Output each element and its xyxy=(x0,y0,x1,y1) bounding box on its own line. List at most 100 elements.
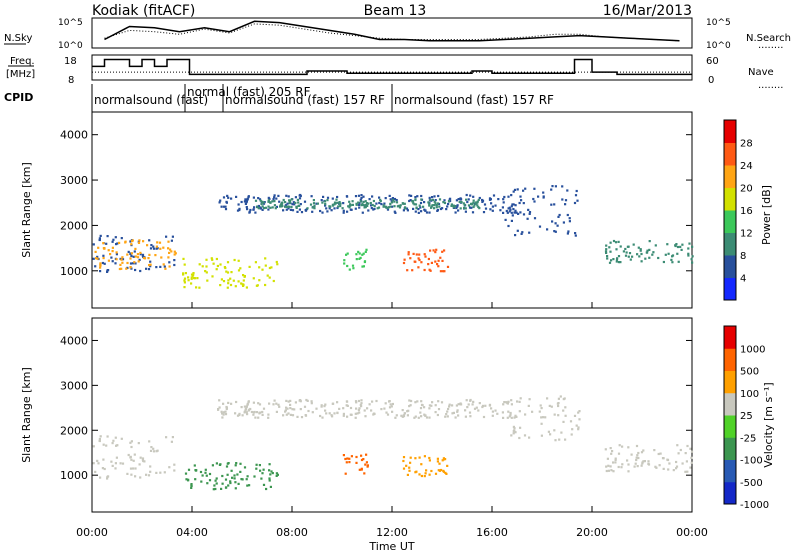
scatter-cell xyxy=(220,487,223,490)
scatter-cell xyxy=(201,265,204,268)
scatter-cell xyxy=(268,266,271,270)
scatter-cell xyxy=(490,202,493,205)
scatter-cell xyxy=(218,463,221,466)
scatter-cell xyxy=(508,206,511,209)
velocity-colorbar-tick: -500 xyxy=(740,478,763,489)
scatter-cell xyxy=(264,283,267,287)
scatter-cell xyxy=(364,206,367,209)
scatter-cell xyxy=(150,244,153,247)
scatter-cell xyxy=(550,188,553,191)
scatter-cell xyxy=(326,210,329,213)
scatter-cell xyxy=(208,472,212,476)
noise-series xyxy=(104,20,680,42)
scatter-cell xyxy=(385,206,388,209)
scatter-cell xyxy=(296,210,299,213)
scatter-cell xyxy=(677,452,680,455)
scatter-cell xyxy=(243,466,247,469)
scatter-cell xyxy=(298,208,301,211)
scatter-cell xyxy=(297,204,300,207)
scatter-cell xyxy=(424,209,427,212)
scatter-cell xyxy=(368,198,371,201)
scatter-cell xyxy=(97,246,100,249)
scatter-cell xyxy=(126,253,129,256)
scatter-cell xyxy=(267,200,270,203)
scatter-cell xyxy=(149,260,152,263)
scatter-cell xyxy=(127,453,130,457)
scatter-cell xyxy=(418,253,421,256)
scatter-cell xyxy=(436,457,439,460)
scatter-cell xyxy=(182,257,185,260)
scatter-cell xyxy=(215,482,218,485)
scatter-cell xyxy=(226,473,229,476)
scatter-cell xyxy=(244,198,247,201)
scatter-cell xyxy=(382,204,385,207)
scatter-cell xyxy=(518,201,521,205)
scatter-cell xyxy=(149,247,153,250)
scatter-cell xyxy=(316,202,319,205)
scatter-cell xyxy=(173,463,176,466)
scatter-cell xyxy=(138,463,141,466)
scatter-cell xyxy=(553,203,556,206)
scatter-cell xyxy=(192,272,195,275)
scatter-cell xyxy=(371,203,374,207)
scatter-cell xyxy=(472,199,475,202)
scatter-cell xyxy=(156,241,159,244)
scatter-cell xyxy=(395,201,399,204)
scatter-cell xyxy=(385,411,388,414)
scatter-cell xyxy=(134,247,137,250)
scatter-cell xyxy=(234,464,237,467)
scatter-cell xyxy=(260,477,263,480)
scatter-cell xyxy=(436,202,440,205)
scatter-cell xyxy=(324,409,327,412)
scatter-cell xyxy=(489,198,492,201)
scatter-cell xyxy=(383,407,386,410)
scatter-cell xyxy=(168,261,171,264)
scatter-cell xyxy=(226,271,230,274)
velocity-panel: 1000 2000 3000 4000 Slant Range [km] 1000 50… xyxy=(20,317,775,513)
scatter-cell xyxy=(291,203,294,206)
scatter-cell xyxy=(241,478,244,481)
scatter-cell xyxy=(214,479,217,482)
cpid-row: CPID normalsound (fast) normal (fast) 20… xyxy=(4,84,554,112)
scatter-cell xyxy=(637,456,640,460)
scatter-cell xyxy=(431,196,434,199)
scatter-cell xyxy=(609,465,612,468)
scatter-cell xyxy=(287,412,290,415)
scatter-cell xyxy=(167,247,170,250)
scatter-cell xyxy=(211,275,214,278)
scatter-cell xyxy=(284,204,287,207)
scatter-cell xyxy=(341,207,344,210)
scatter-cell xyxy=(190,484,193,487)
scatter-cell xyxy=(252,208,255,211)
scatter-cell xyxy=(617,255,621,258)
scatter-cell xyxy=(95,257,98,260)
scatter-cell xyxy=(501,411,504,414)
scatter-cell xyxy=(237,269,241,272)
scatter-cell xyxy=(252,401,255,404)
scatter-cell xyxy=(163,265,166,268)
scatter-cell xyxy=(163,471,166,474)
scatter-cell xyxy=(577,411,580,414)
scatter-cell xyxy=(510,205,513,208)
scatter-cell xyxy=(573,414,577,417)
scatter-cell xyxy=(168,265,171,268)
scatter-cell xyxy=(349,413,352,416)
scatter-cell xyxy=(464,409,467,412)
scatter-cell xyxy=(234,412,237,415)
scatter-cell xyxy=(393,205,396,208)
scatter-cell xyxy=(478,207,481,210)
scatter-cell xyxy=(626,459,629,462)
scatter-cell xyxy=(200,480,203,483)
scatter-cell xyxy=(233,258,236,262)
scatter-cell xyxy=(557,215,560,218)
scatter-cell xyxy=(212,488,215,491)
scatter-cell xyxy=(510,403,513,406)
scatter-cell xyxy=(519,195,522,198)
scatter-cell xyxy=(675,460,678,464)
scatter-cell xyxy=(257,207,260,210)
scatter-cell xyxy=(357,408,360,412)
scatter-cell xyxy=(457,198,460,201)
scatter-cell xyxy=(261,208,264,211)
scatter-cell xyxy=(428,416,431,419)
x-tick-label: 00:00 xyxy=(676,526,708,539)
